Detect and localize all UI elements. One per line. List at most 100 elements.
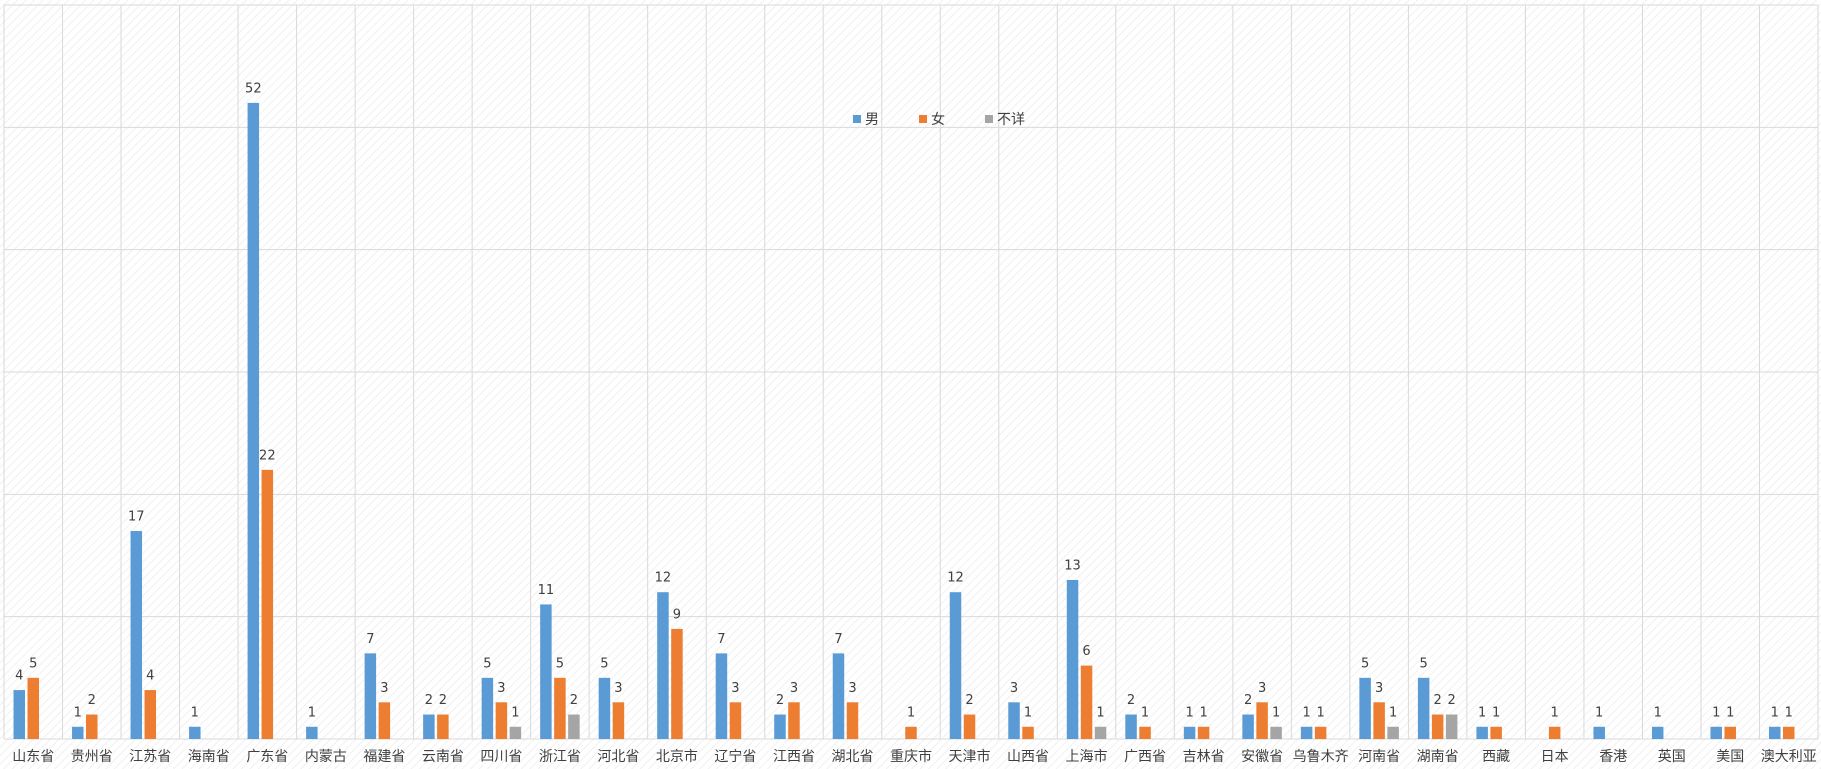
x-tick-label: 贵州省 xyxy=(71,749,113,765)
bar xyxy=(612,702,625,739)
bar xyxy=(1008,702,1020,739)
data-label: 7 xyxy=(834,632,842,647)
data-label: 3 xyxy=(614,681,622,696)
bar xyxy=(949,592,962,739)
x-tick-label: 福建省 xyxy=(363,749,405,765)
bar xyxy=(671,628,683,739)
x-tick-label: 澳大利亚 xyxy=(1761,749,1817,765)
data-label: 5 xyxy=(483,656,491,671)
bar xyxy=(963,714,976,739)
bar xyxy=(1270,726,1282,739)
data-label: 7 xyxy=(717,632,725,647)
data-label: 1 xyxy=(511,705,519,720)
data-label: 1 xyxy=(1272,705,1280,720)
x-tick-label: 江西省 xyxy=(773,749,815,765)
x-tick-label: 辽宁省 xyxy=(714,748,756,765)
data-label: 11 xyxy=(538,583,555,598)
bar xyxy=(1022,726,1034,739)
legend-swatch xyxy=(985,115,993,123)
data-label: 22 xyxy=(259,448,276,463)
bar xyxy=(27,677,40,739)
data-label: 2 xyxy=(570,693,578,708)
data-label: 1 xyxy=(1478,705,1486,720)
data-label: 5 xyxy=(1420,656,1428,671)
bar xyxy=(1387,726,1399,739)
data-label: 1 xyxy=(308,705,316,720)
bar xyxy=(247,102,260,739)
bar xyxy=(1445,714,1458,739)
bar xyxy=(189,726,201,739)
bar xyxy=(364,653,377,739)
data-label: 1 xyxy=(1726,705,1734,720)
x-tick-label: 北京市 xyxy=(656,748,698,765)
bar xyxy=(13,690,26,739)
bar xyxy=(509,726,522,739)
data-label: 3 xyxy=(848,681,856,696)
bar xyxy=(1651,726,1664,739)
data-label: 12 xyxy=(655,571,672,586)
x-tick-label: 浙江省 xyxy=(539,749,581,765)
bar xyxy=(568,714,580,739)
bar xyxy=(1417,677,1430,739)
x-tick-label: 内蒙古 xyxy=(305,749,347,765)
bar xyxy=(1300,726,1313,739)
bar xyxy=(261,469,274,739)
data-label: 7 xyxy=(366,632,374,647)
data-label: 1 xyxy=(1771,705,1779,720)
x-tick-label: 湖北省 xyxy=(831,749,873,765)
x-tick-label: 山西省 xyxy=(1007,749,1049,765)
x-tick-label: 英国 xyxy=(1658,748,1686,765)
legend-label: 不详 xyxy=(997,112,1025,128)
data-label: 1 xyxy=(1712,705,1720,720)
data-label: 4 xyxy=(15,669,23,684)
legend-swatch xyxy=(853,115,861,123)
bar xyxy=(495,702,508,739)
data-label: 1 xyxy=(1389,705,1397,720)
bar xyxy=(598,677,611,739)
bar xyxy=(144,690,157,739)
bar xyxy=(1125,714,1137,739)
data-label: 3 xyxy=(790,681,798,696)
bar xyxy=(423,714,435,739)
bar xyxy=(540,604,552,739)
data-label: 3 xyxy=(731,681,739,696)
x-tick-label: 山东省 xyxy=(12,749,54,765)
data-label: 3 xyxy=(497,681,505,696)
data-label: 1 xyxy=(1492,705,1500,720)
data-label: 1 xyxy=(1654,705,1662,720)
bar xyxy=(130,531,143,739)
bar xyxy=(1314,726,1327,739)
bar xyxy=(481,677,494,739)
data-label: 2 xyxy=(1434,693,1442,708)
bar xyxy=(774,714,786,739)
bar xyxy=(715,653,728,739)
x-tick-label: 安徽省 xyxy=(1241,749,1283,765)
bar xyxy=(1431,714,1444,739)
bar xyxy=(1476,726,1488,739)
data-label: 2 xyxy=(439,693,447,708)
data-label: 9 xyxy=(673,607,681,622)
bar xyxy=(905,726,917,739)
bar xyxy=(1094,726,1107,739)
x-tick-label: 云南省 xyxy=(422,749,464,765)
data-label: 12 xyxy=(947,571,964,586)
data-label: 1 xyxy=(1316,705,1324,720)
data-label: 3 xyxy=(1375,681,1383,696)
bar xyxy=(86,714,98,739)
bar xyxy=(437,714,449,739)
data-label: 2 xyxy=(1448,693,1456,708)
bar xyxy=(788,702,800,739)
data-label: 1 xyxy=(1785,705,1793,720)
data-label: 3 xyxy=(1258,681,1266,696)
bar xyxy=(729,702,742,739)
data-label: 1 xyxy=(1185,705,1193,720)
data-label: 5 xyxy=(556,656,564,671)
legend-label: 男 xyxy=(865,112,879,128)
bar xyxy=(378,702,391,739)
data-label: 1 xyxy=(1199,705,1207,720)
bar xyxy=(306,726,318,739)
data-label: 2 xyxy=(965,693,973,708)
data-label: 2 xyxy=(88,693,96,708)
data-label: 2 xyxy=(1244,693,1252,708)
